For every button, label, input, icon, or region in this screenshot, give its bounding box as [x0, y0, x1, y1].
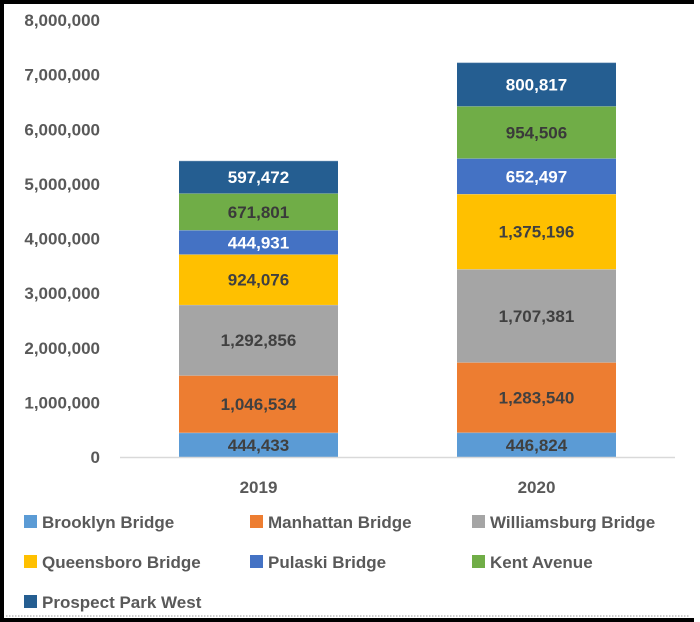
frame-margin [694, 0, 700, 622]
legend-swatch [472, 555, 485, 568]
legend-label: Pulaski Bridge [268, 553, 386, 572]
data-label: 671,801 [228, 203, 289, 222]
data-label: 1,046,534 [221, 395, 297, 414]
data-label: 444,931 [228, 233, 289, 252]
bar-segment [179, 160, 338, 194]
data-label: 924,076 [228, 271, 289, 290]
y-tick-label: 3,000,000 [24, 284, 100, 303]
legend-label: Kent Avenue [490, 553, 593, 572]
legend-label: Queensboro Bridge [42, 553, 201, 572]
legend-swatch [24, 515, 37, 528]
legend-label: Manhattan Bridge [268, 513, 412, 532]
legend: Brooklyn Bridge Manhattan Bridge Williamsb… [24, 513, 655, 612]
bar-segment [457, 432, 616, 457]
y-tick-label: 6,000,000 [24, 120, 100, 139]
y-tick-label: 8,000,000 [24, 11, 100, 30]
data-label: 652,497 [506, 167, 567, 186]
x-tick-label: 2020 [518, 478, 556, 497]
data-label: 1,283,540 [499, 389, 575, 408]
legend-item: Kent Avenue [472, 553, 593, 572]
legend-swatch [250, 515, 263, 528]
bar-segment [179, 230, 338, 255]
y-tick-label: 5,000,000 [24, 175, 100, 194]
y-tick-label: 2,000,000 [24, 339, 100, 358]
bar-segment [179, 375, 338, 433]
y-tick-label: 1,000,000 [24, 393, 100, 412]
data-label: 1,707,381 [499, 307, 575, 326]
legend-item: Prospect Park West [24, 593, 202, 612]
y-tick-label: 4,000,000 [24, 230, 100, 249]
data-label: 1,375,196 [499, 223, 575, 242]
bar-segment [179, 254, 338, 305]
bar-stack-2019: 444,433 1,046,534 1,292,856 924,076 444,931 6… [179, 160, 338, 457]
bar-segment [457, 269, 616, 363]
data-label: 444,433 [228, 436, 289, 455]
legend-item: Queensboro Bridge [24, 553, 201, 572]
bar-segment [457, 158, 616, 195]
legend-label: Williamsburg Bridge [490, 513, 655, 532]
x-axis: 2019 2020 [240, 478, 556, 497]
x-tick-label: 2019 [240, 478, 278, 497]
bar-segment [457, 194, 616, 270]
data-label: 800,817 [506, 75, 567, 94]
legend-swatch [24, 555, 37, 568]
y-tick-label: 0 [91, 448, 100, 467]
bar-segment [457, 106, 616, 159]
legend-swatch [250, 555, 263, 568]
bar-segment [457, 362, 616, 433]
y-tick-label: 7,000,000 [24, 66, 100, 85]
bar-segment [179, 193, 338, 231]
bar-segment [179, 432, 338, 457]
data-label: 446,824 [506, 436, 568, 455]
bar-stack-2020: 446,824 1,283,540 1,707,381 1,375,196 652,49… [457, 62, 616, 457]
legend-swatch [24, 595, 37, 608]
bar-segment [457, 62, 616, 107]
y-axis: 0 1,000,000 2,000,000 3,000,000 4,000,000 5,0… [24, 11, 100, 467]
legend-swatch [472, 515, 485, 528]
legend-item: Williamsburg Bridge [472, 513, 655, 532]
legend-item: Manhattan Bridge [250, 513, 412, 532]
bars: 444,433 1,046,534 1,292,856 924,076 444,931 6… [179, 62, 616, 457]
legend-item: Brooklyn Bridge [24, 513, 174, 532]
bar-segment [179, 304, 338, 376]
data-label: 954,506 [506, 123, 567, 142]
data-label: 1,292,856 [221, 331, 297, 350]
legend-label: Brooklyn Bridge [42, 513, 174, 532]
data-label: 597,472 [228, 168, 289, 187]
legend-item: Pulaski Bridge [250, 553, 386, 572]
legend-label: Prospect Park West [42, 593, 202, 612]
